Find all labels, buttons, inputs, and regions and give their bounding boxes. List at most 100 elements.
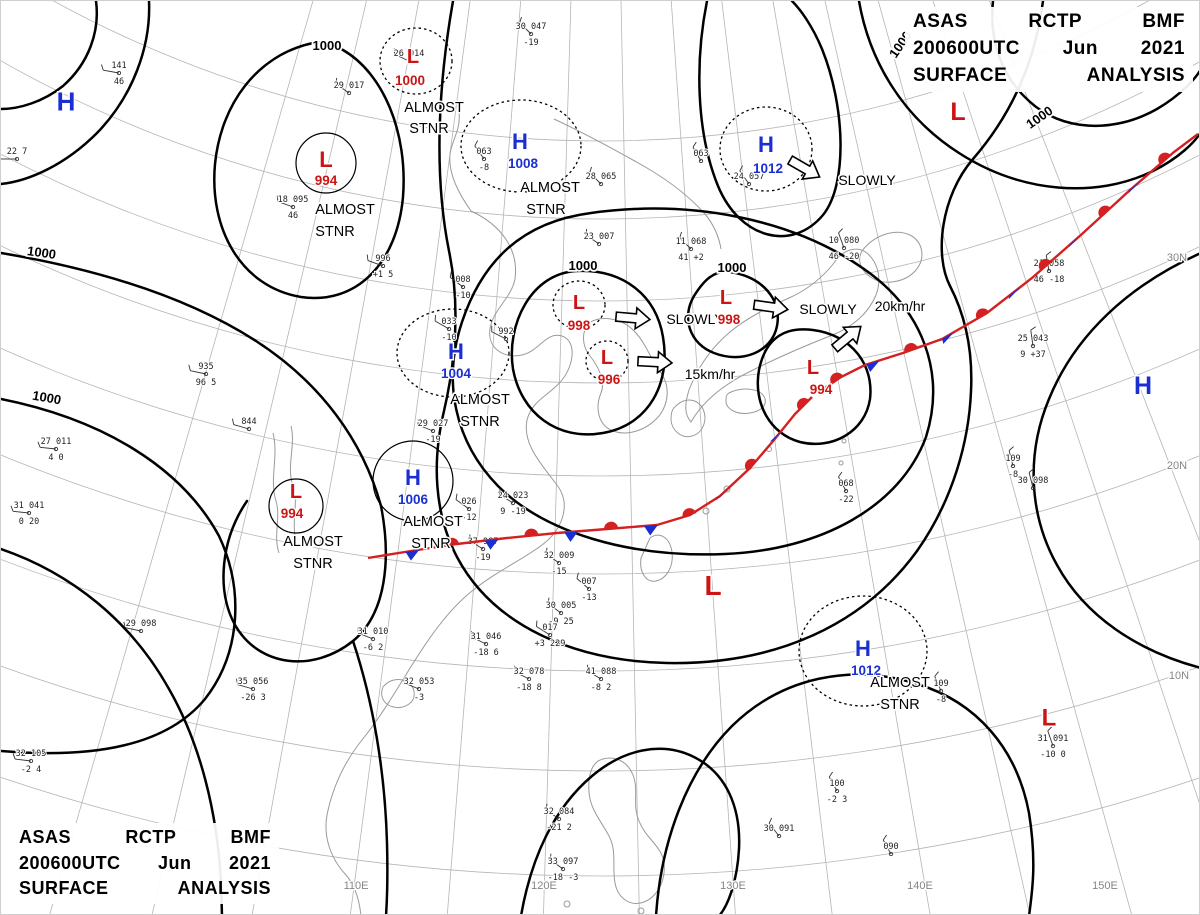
latitude-line (1, 776, 1199, 876)
station-plot: 27 011 4 0 (37, 436, 72, 464)
pressure-letter: H (57, 86, 76, 116)
warm-front-pip (682, 508, 697, 518)
isobar-value-label: 1000 (26, 243, 57, 262)
title-line-time: 200600UTC Jun 2021 (19, 852, 271, 873)
station-value: 28 065 (586, 172, 617, 182)
station-value: 22 7 (7, 147, 27, 157)
pressure-letter: L (704, 570, 721, 601)
center-ring-dotted (719, 106, 813, 192)
station-value: 26 014 (394, 49, 425, 59)
wind-barb (190, 370, 207, 375)
station-value: 27 011 (41, 437, 72, 447)
wind-barb (40, 446, 57, 450)
wind-barb-feather (768, 817, 773, 824)
low-pressure-symbol: L 996 (596, 346, 622, 389)
meridian-line (543, 1, 572, 914)
longitude-label: 150E (1092, 880, 1118, 892)
station-plot: 063 (692, 141, 710, 164)
wind-barb-feather (882, 834, 887, 841)
movement-annotation: STNR (293, 556, 332, 572)
cold-front-pip (1128, 181, 1141, 194)
station-plot: 090 (882, 834, 900, 857)
open-arrow-icon (830, 325, 862, 353)
station-value: -10 (455, 291, 470, 301)
title-line-type: SURFACE ANALYSIS (913, 64, 1185, 86)
station-plot: 31 046 -18 6 (470, 630, 502, 659)
wind-barb (449, 277, 464, 288)
latitude-label: 30N (1167, 252, 1187, 264)
station-value: -21 2 (546, 823, 572, 833)
wind-barb-feather (403, 676, 405, 684)
pressure-value: 1000 (395, 73, 425, 88)
coastline-honshu (685, 248, 880, 423)
wind-barb (125, 627, 142, 632)
isobar (654, 673, 1035, 914)
island-dot (838, 460, 844, 466)
high-pressure-symbol: H 1006 (397, 463, 430, 508)
movement-annotation: ALMOST (283, 534, 343, 550)
coastline-primorye (553, 118, 722, 250)
wind-barb (838, 476, 847, 492)
island-dot (702, 507, 710, 515)
meridian-line (446, 1, 522, 914)
wind-barb-feather (547, 597, 550, 604)
station-value: -19 (425, 435, 440, 445)
wind-barb (692, 146, 702, 162)
title-line-id: ASAS RCTP BMF (19, 827, 271, 848)
pressure-letter: H (512, 129, 528, 154)
pressure-letter: H (448, 339, 464, 364)
station-value: 32 009 (544, 551, 575, 561)
wind-barb (576, 578, 590, 590)
pressure-value: 1012 (851, 663, 881, 678)
center-ring (372, 440, 454, 522)
wind-barb-feather (934, 671, 939, 677)
wind-barb-feather (449, 271, 452, 278)
station-value: -8 (1008, 470, 1018, 480)
station-plot: 32 105 -2 4 (12, 748, 47, 776)
island-dot (841, 438, 847, 444)
station-value: 017 (542, 623, 557, 633)
station-plot: 10 080 46 -20 (828, 228, 860, 263)
pressure-value: 1008 (508, 156, 539, 171)
station-value: 4 0 (48, 453, 63, 463)
station-plot: 41 088 -8 2 (585, 664, 617, 694)
longitude-label: 140E (907, 880, 933, 892)
center-ring-dotted (379, 27, 453, 95)
open-arrow-icon (752, 295, 790, 320)
low-pressure-symbol: L 998 (716, 286, 742, 329)
wind-barb (882, 839, 892, 855)
isobar-value-label: 1000 (569, 258, 598, 273)
coastline-china (325, 112, 573, 914)
station-plot: 24 057 (733, 165, 765, 187)
station-plot: 033 -10 (434, 314, 458, 344)
station-value: 32 084 (544, 807, 575, 817)
center-ring-dotted (396, 308, 510, 398)
pressure-letter: L (1042, 705, 1057, 732)
river-line (289, 425, 297, 542)
station-value: 32 053 (404, 677, 435, 687)
pressure-value: 1012 (753, 161, 783, 176)
warm-front-pip (444, 537, 459, 546)
wind-barb-feather (828, 771, 833, 778)
station-value: -26 3 (240, 693, 266, 703)
wind-barb-feather (585, 228, 588, 235)
wind-barb-feather (10, 505, 14, 512)
high-pressure-symbol: H 1008 (507, 127, 540, 172)
wind-barb (585, 234, 600, 245)
station-plot: 109 -8 (1004, 446, 1022, 481)
wind-barb (15, 758, 32, 762)
movement-annotation: ALMOST (520, 180, 580, 196)
movement-annotation: STNR (315, 224, 354, 240)
station-plot: 25 043 9 +37 (1017, 326, 1049, 361)
station-plot: 29 027 -19 (417, 418, 450, 446)
station-plot: 33 097 -18 -3 (547, 853, 579, 884)
wind-barb-feather (589, 166, 592, 173)
station-value: 46 -20 (829, 252, 860, 262)
label-layer: HL994L1000H1008H1012LL998L998L996L994H10… (25, 27, 1191, 894)
low-pressure-symbol: L 1000 (394, 45, 427, 90)
high-pressure-symbol: H 1012 (850, 634, 883, 679)
